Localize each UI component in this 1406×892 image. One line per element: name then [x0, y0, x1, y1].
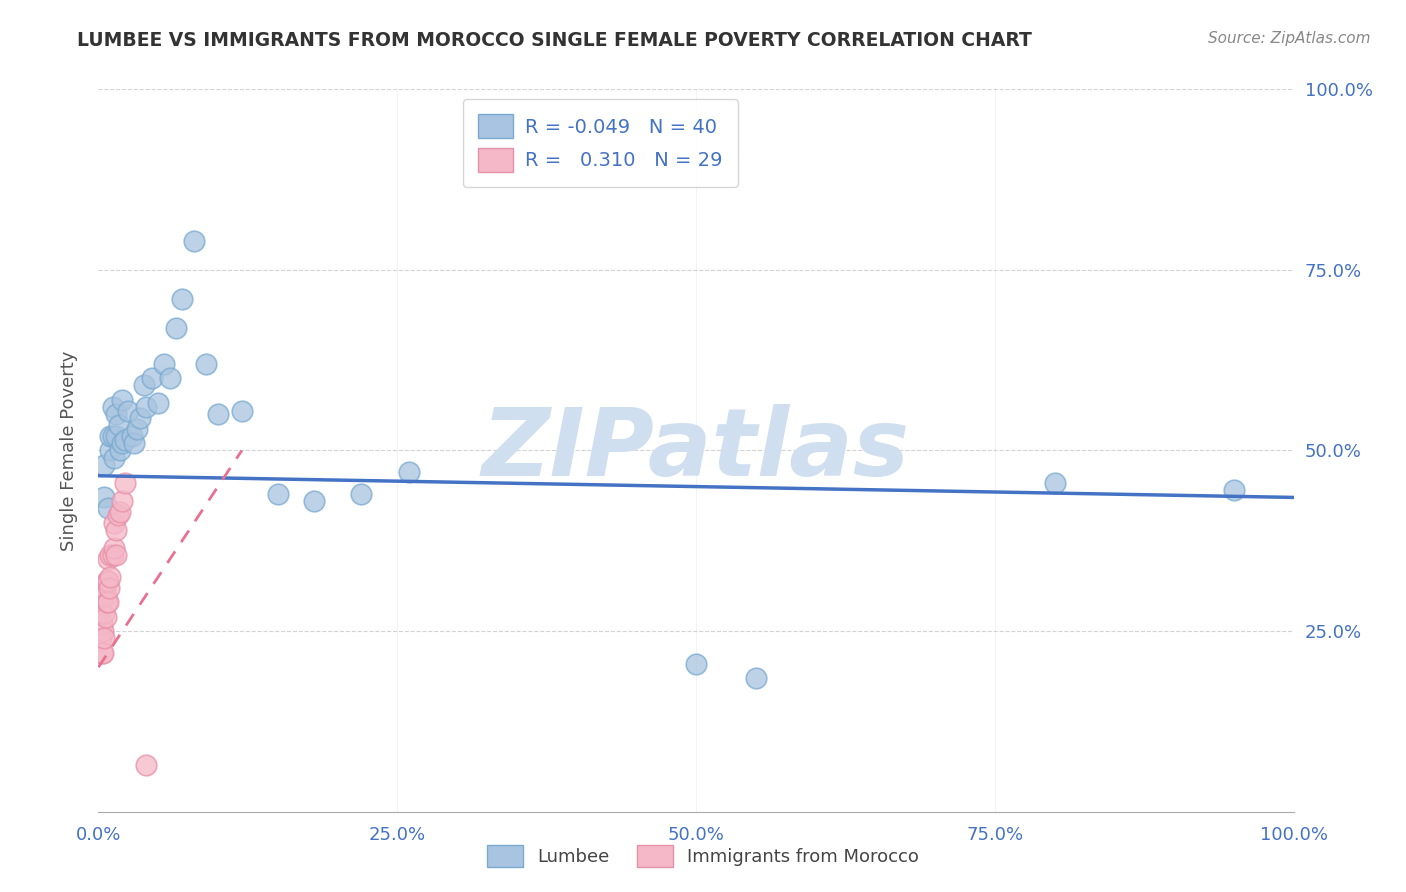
Point — [97, 595, 120, 609]
Point — [97, 551, 120, 566]
Point — [124, 436, 146, 450]
Point — [91, 646, 114, 660]
Point — [107, 418, 129, 433]
Point — [108, 443, 131, 458]
Point — [111, 392, 134, 407]
Point — [1043, 475, 1066, 490]
Text: LUMBEE VS IMMIGRANTS FROM MOROCCO SINGLE FEMALE POVERTY CORRELATION CHART: LUMBEE VS IMMIGRANTS FROM MOROCCO SINGLE… — [77, 31, 1032, 50]
Point — [114, 475, 136, 490]
Point — [103, 450, 125, 465]
Point — [745, 671, 768, 685]
Point — [94, 609, 117, 624]
Point — [159, 371, 181, 385]
Point — [105, 548, 128, 562]
Point — [117, 403, 139, 417]
Point — [97, 574, 120, 588]
Point — [105, 523, 128, 537]
Point — [105, 407, 128, 421]
Point — [101, 400, 124, 414]
Point — [111, 494, 134, 508]
Point — [94, 588, 117, 602]
Point — [125, 422, 148, 436]
Point — [195, 357, 218, 371]
Point — [103, 541, 125, 555]
Point — [172, 292, 194, 306]
Point — [103, 516, 125, 530]
Point — [98, 548, 122, 562]
Point — [108, 505, 131, 519]
Point — [90, 602, 112, 616]
Point — [96, 595, 118, 609]
Point — [93, 632, 115, 646]
Point — [1223, 483, 1246, 498]
Y-axis label: Single Female Poverty: Single Female Poverty — [59, 351, 77, 550]
Point — [90, 632, 112, 646]
Point — [97, 501, 120, 516]
Point — [93, 491, 115, 505]
Legend: R = -0.049   N = 40, R =   0.310   N = 29: R = -0.049 N = 40, R = 0.310 N = 29 — [463, 99, 738, 187]
Point — [101, 548, 124, 562]
Point — [93, 458, 115, 472]
Point — [231, 403, 253, 417]
Point — [121, 429, 143, 443]
Point — [153, 357, 176, 371]
Point — [135, 400, 157, 414]
Point — [98, 429, 122, 443]
Point — [91, 624, 114, 639]
Point — [183, 234, 205, 248]
Point — [132, 378, 155, 392]
Point — [148, 396, 170, 410]
Point — [98, 581, 121, 595]
Point — [101, 429, 124, 443]
Point — [141, 371, 163, 385]
Point — [207, 407, 229, 421]
Legend: Lumbee, Immigrants from Morocco: Lumbee, Immigrants from Morocco — [479, 838, 927, 874]
Point — [267, 487, 290, 501]
Point — [98, 570, 122, 584]
Point — [93, 588, 115, 602]
Text: Source: ZipAtlas.com: Source: ZipAtlas.com — [1208, 31, 1371, 46]
Point — [302, 494, 325, 508]
Point — [91, 646, 114, 660]
Point — [93, 606, 115, 620]
Point — [135, 757, 157, 772]
Point — [96, 574, 118, 588]
Point — [685, 657, 707, 671]
Point — [98, 443, 122, 458]
Text: ZIPatlas: ZIPatlas — [482, 404, 910, 497]
Point — [107, 508, 129, 523]
Point — [165, 320, 187, 334]
Point — [350, 487, 373, 501]
Point — [91, 616, 114, 631]
Point — [129, 411, 152, 425]
Point — [398, 465, 420, 479]
Point — [105, 429, 128, 443]
Point — [111, 436, 134, 450]
Point — [114, 433, 136, 447]
